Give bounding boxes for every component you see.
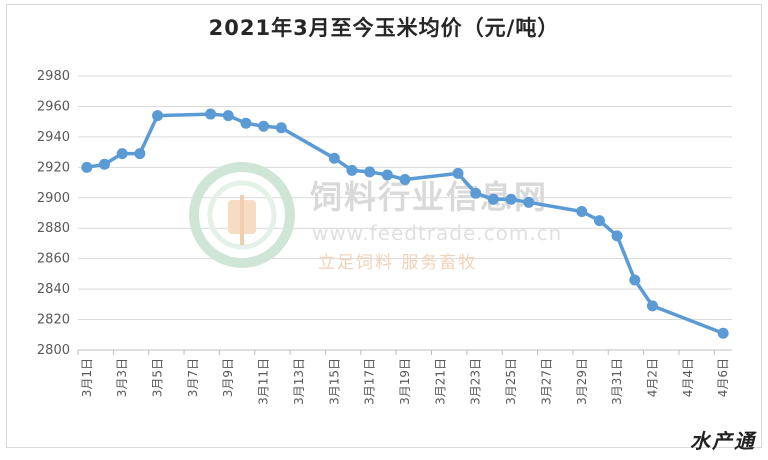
data-point (381, 169, 393, 181)
watermark-logo-icon (189, 162, 295, 268)
x-tick-label: 3月5日 (151, 358, 165, 397)
data-point (505, 193, 517, 205)
data-point (81, 161, 93, 173)
data-point (629, 274, 641, 286)
y-tick-label: 2940 (37, 130, 70, 145)
data-point (523, 196, 535, 208)
chart-title: 2021年3月至今玉米均价（元/吨） (208, 16, 560, 40)
y-tick-label: 2880 (37, 221, 70, 236)
y-tick-label: 2800 (37, 343, 70, 358)
x-tick-label: 3月19日 (398, 358, 412, 405)
y-tick-label: 2980 (37, 69, 70, 84)
y-tick-label: 2960 (37, 99, 70, 114)
data-point (611, 230, 623, 242)
data-point (258, 120, 270, 132)
y-tick-label: 2820 (37, 313, 70, 328)
watermark-slogan: 立足饲料 服务畜牧 (318, 253, 477, 273)
data-point (328, 152, 340, 164)
corner-logo: 水产通 (690, 429, 756, 453)
x-tick-label: 3月1日 (80, 358, 94, 397)
y-tick-label: 2840 (37, 282, 70, 297)
data-point (152, 110, 164, 122)
data-point (240, 117, 252, 129)
data-point (470, 187, 482, 199)
x-tick-label: 3月17日 (363, 358, 377, 405)
watermark-url: www.feedtrade.com.cn (312, 221, 562, 245)
chart-frame (6, 4, 762, 448)
x-tick-label: 4月4日 (681, 358, 695, 397)
data-point (487, 193, 499, 205)
data-point (717, 327, 729, 339)
data-point (646, 300, 658, 312)
data-point (576, 205, 588, 217)
x-tick-label: 3月13日 (292, 358, 306, 405)
data-point (593, 215, 605, 227)
data-point (222, 110, 234, 122)
x-axis: 3月1日 3月3日 3月5日 3月7日 3月9日 3月11日 3月13日 3月15日 3月17日… (77, 349, 732, 405)
y-tick-label: 2900 (37, 191, 70, 206)
x-tick-label: 3月23日 (469, 358, 483, 405)
data-point (452, 167, 464, 179)
x-tick-label: 3月29日 (575, 358, 589, 405)
data-point (346, 164, 358, 176)
x-tick-label: 3月11日 (257, 358, 271, 405)
x-tick-label: 3月15日 (327, 358, 341, 405)
x-tick-label: 4月6日 (716, 358, 730, 397)
watermark: 饲料行业信息网 www.feedtrade.com.cn 立足饲料 服务畜牧 (189, 162, 562, 273)
data-point (99, 158, 111, 170)
x-tick-label: 3月25日 (504, 358, 518, 405)
x-tick-label: 3月9日 (221, 358, 235, 397)
data-point (275, 122, 287, 134)
x-tick-label: 3月31日 (610, 358, 624, 405)
x-tick-label: 3月7日 (186, 358, 200, 397)
x-tick-label: 3月3日 (115, 358, 129, 397)
data-point (116, 148, 128, 160)
data-point (205, 108, 217, 120)
y-axis-ticks: 2800 2820 2840 2860 2880 2900 2920 2940 2960 2980 (37, 69, 70, 358)
data-point (134, 148, 146, 160)
series-points (81, 108, 729, 339)
y-tick-label: 2920 (37, 160, 70, 175)
x-tick-label: 4月2日 (645, 358, 659, 397)
data-point (399, 174, 411, 186)
data-point (364, 166, 376, 178)
x-tick-label: 3月27日 (539, 358, 553, 405)
y-tick-label: 2860 (37, 252, 70, 267)
x-tick-label: 3月21日 (433, 358, 447, 405)
gridlines (78, 75, 732, 321)
